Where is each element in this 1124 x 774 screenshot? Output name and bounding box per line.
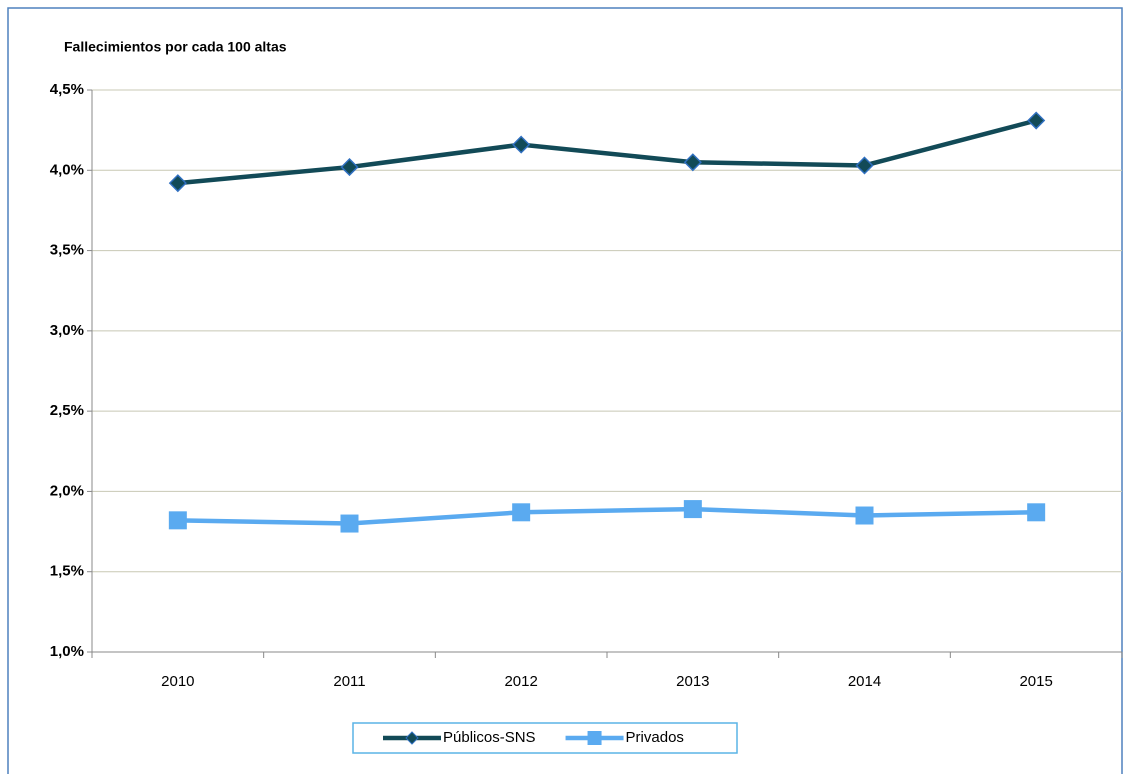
x-tick-label: 2014 xyxy=(848,673,881,690)
y-tick-label: 4,5% xyxy=(50,81,84,98)
point-marker xyxy=(512,503,531,522)
y-tick-label: 1,5% xyxy=(50,563,84,580)
point-marker xyxy=(1027,111,1046,130)
legend-label: Privados xyxy=(626,729,684,746)
y-tick-label: 2,5% xyxy=(50,402,84,419)
x-tick-label: 2015 xyxy=(1019,673,1052,690)
point-marker xyxy=(168,511,187,530)
series-line xyxy=(177,118,1037,186)
point-marker xyxy=(1027,503,1046,522)
point-marker xyxy=(855,156,874,175)
legend-label: Públicos-SNS xyxy=(443,729,536,746)
legend-marker xyxy=(587,731,602,745)
point-marker xyxy=(683,500,702,519)
x-tick-label: 2013 xyxy=(676,673,709,690)
point-marker xyxy=(683,153,702,172)
x-tick-label: 2011 xyxy=(333,673,365,690)
point-marker xyxy=(512,135,531,154)
series-line xyxy=(177,506,1037,526)
chart-frame xyxy=(7,7,1123,774)
point-marker xyxy=(168,174,187,193)
point-marker xyxy=(855,506,874,525)
y-tick-label: 3,5% xyxy=(50,242,84,259)
y-tick-label: 3,0% xyxy=(50,322,84,339)
point-marker xyxy=(340,514,359,533)
x-tick-label: 2012 xyxy=(504,673,537,690)
y-tick-label: 4,0% xyxy=(50,161,84,178)
chart-title: Fallecimientos por cada 100 altas xyxy=(64,39,287,55)
y-tick-label: 1,0% xyxy=(50,643,84,660)
legend-marker xyxy=(405,731,419,745)
y-tick-label: 2,0% xyxy=(50,482,84,499)
x-tick-label: 2010 xyxy=(161,673,194,690)
point-marker xyxy=(340,158,359,177)
